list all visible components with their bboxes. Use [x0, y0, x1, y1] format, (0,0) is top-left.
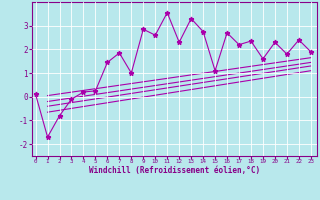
X-axis label: Windchill (Refroidissement éolien,°C): Windchill (Refroidissement éolien,°C)	[89, 166, 260, 175]
